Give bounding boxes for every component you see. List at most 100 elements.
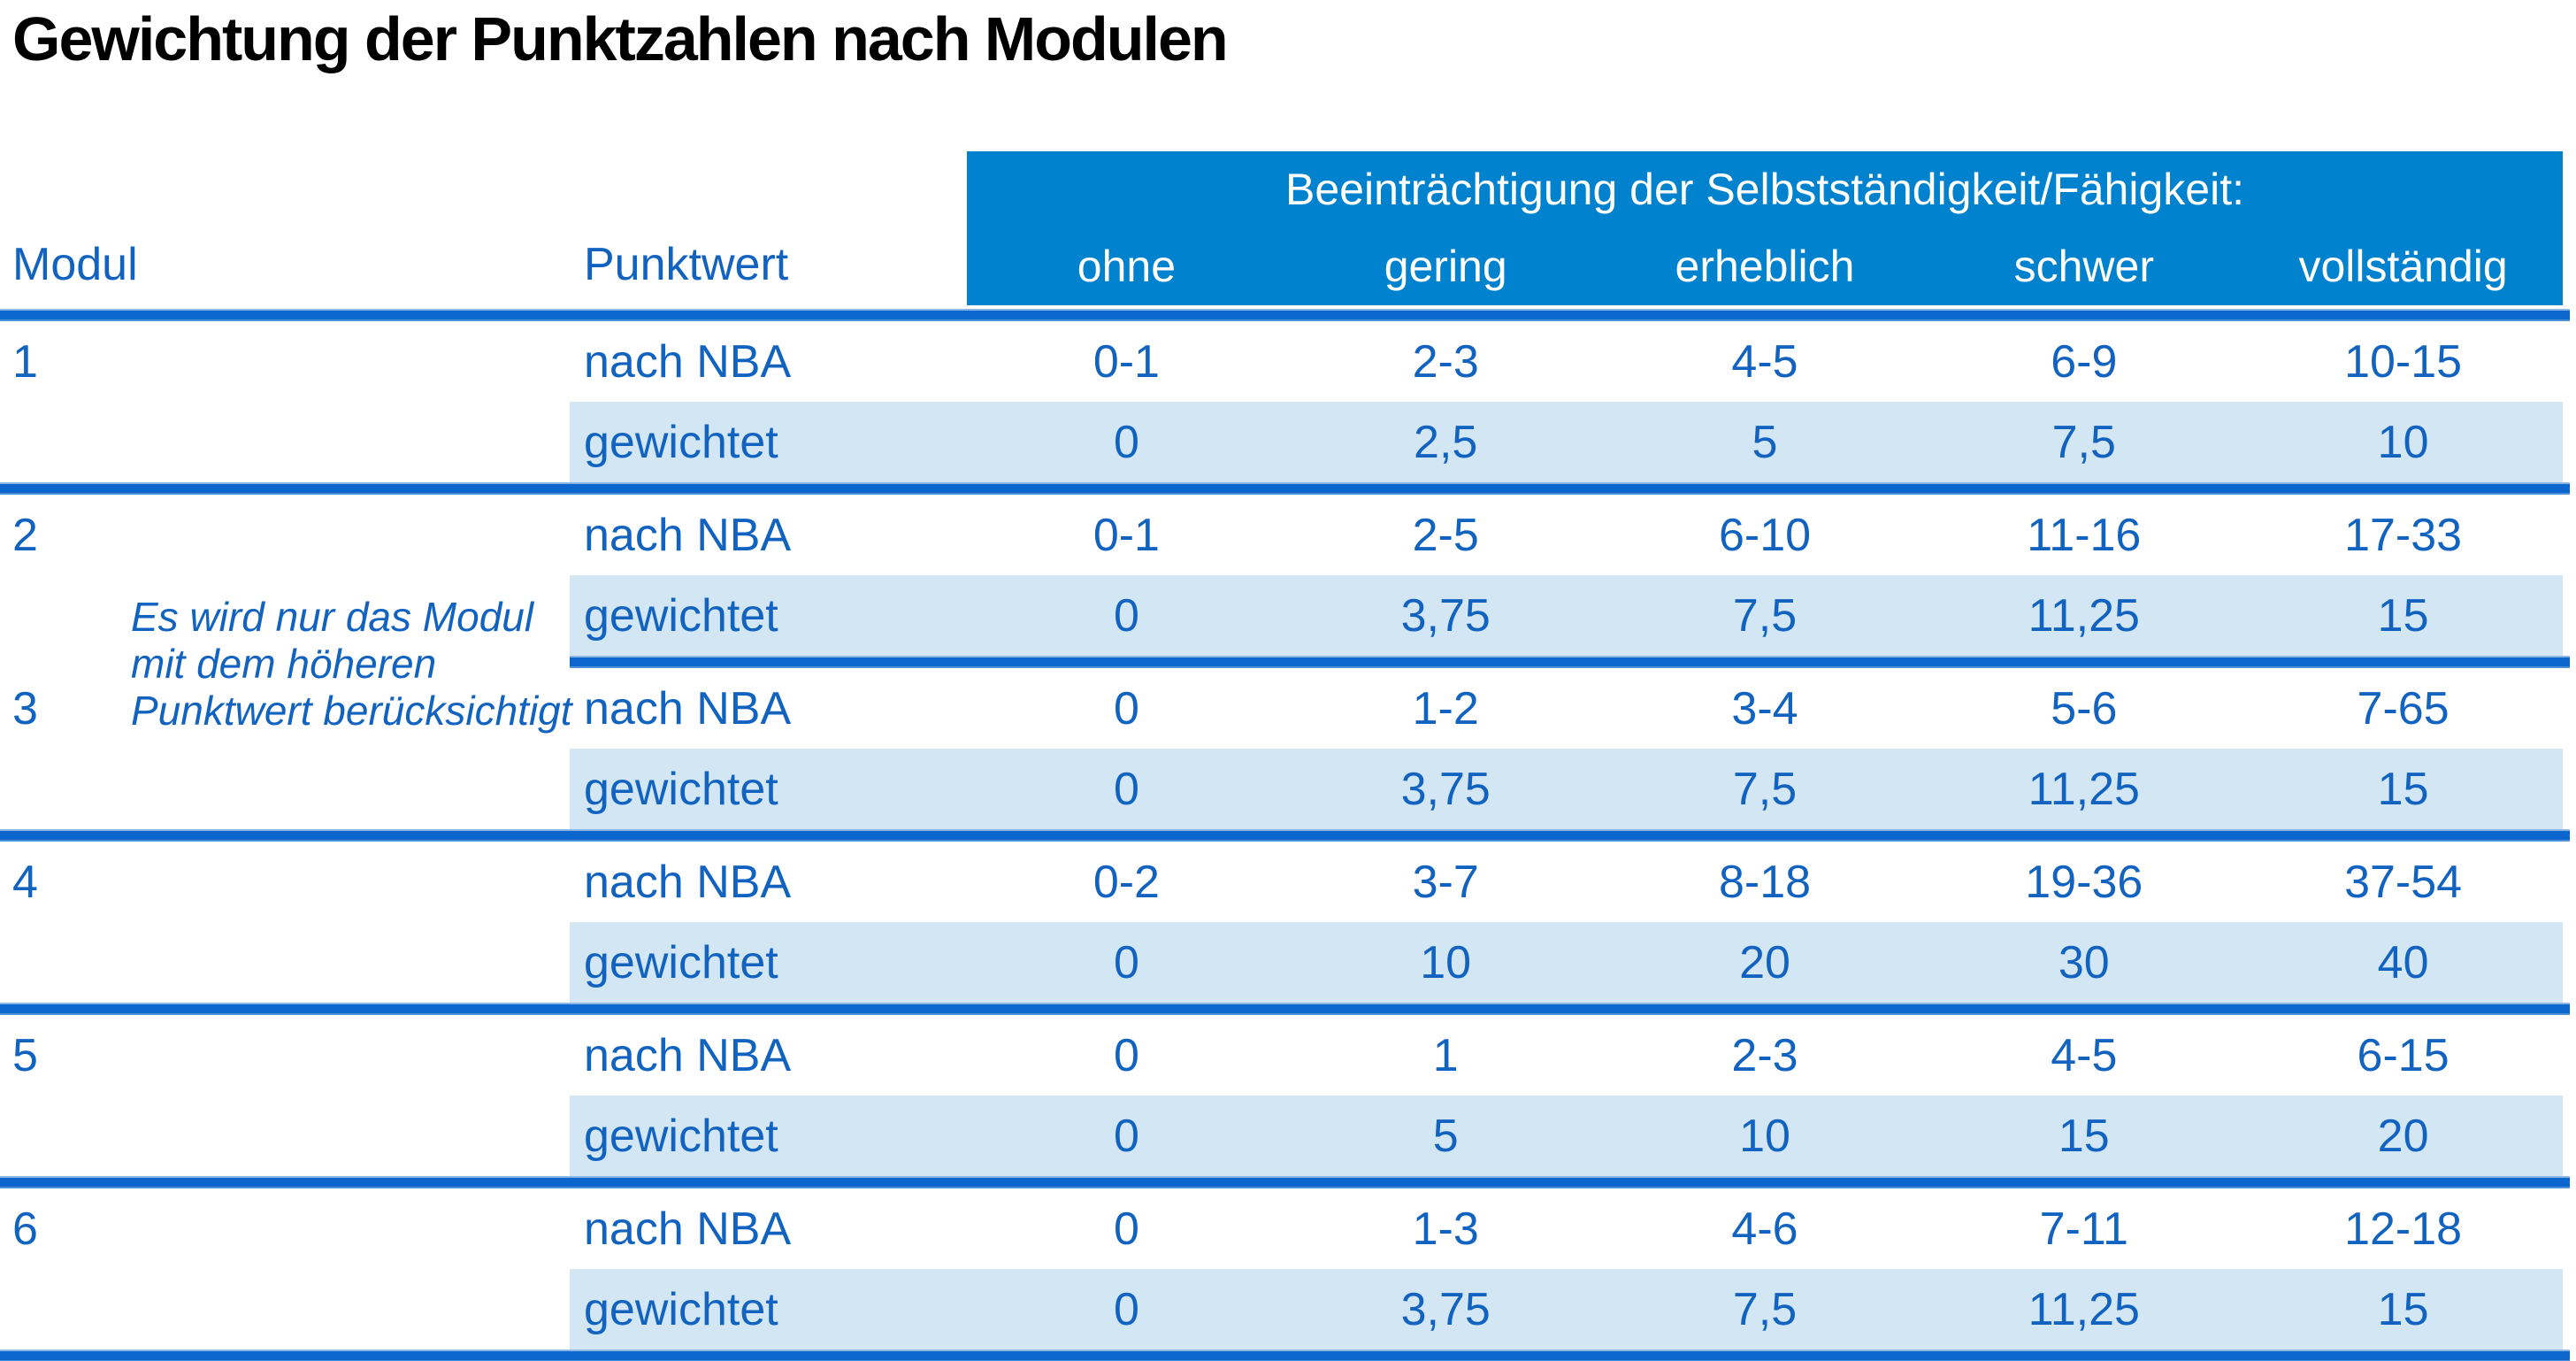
- value-cell: 7,5: [1605, 575, 1925, 656]
- row-label-cell: gewichtet: [570, 1096, 967, 1176]
- module-4-nba-row: 4 nach NBA 0-2 3-7 8-18 19-36 37-54: [0, 842, 2570, 922]
- value-cell: 0: [1113, 1029, 1139, 1081]
- row-label-weighted: gewichtet: [584, 936, 778, 988]
- row-label-cell: nach NBA: [570, 1188, 967, 1269]
- value-cell: 15: [2243, 749, 2563, 829]
- row-label-weighted: gewichtet: [584, 416, 778, 468]
- value-cell: 4-6: [1731, 1203, 1798, 1255]
- severity-label-erheblich: erheblich: [1675, 242, 1855, 291]
- value-cell: 20: [1605, 922, 1925, 1003]
- note-higher-module-only: Es wird nur das Modul mit dem höheren Pu…: [131, 594, 572, 734]
- modul-column-header-cell: Modul: [0, 151, 570, 305]
- value-cell: 1: [1432, 1029, 1459, 1081]
- value-cell: 7,5: [1924, 402, 2244, 482]
- value-cell: 11,25: [1924, 749, 2244, 829]
- module-number-cell: 4: [0, 842, 570, 922]
- punktwert-column-header-cell: Punktwert: [570, 151, 967, 305]
- value-cell: 0-1: [1092, 335, 1160, 388]
- value-cell: 10: [2243, 402, 2563, 482]
- value-cell: 12-18: [2344, 1203, 2463, 1255]
- severity-label-vollstaendig: vollständig: [2298, 242, 2508, 291]
- separator-header: [0, 309, 2570, 321]
- module-3-nba-row: 3 nach NBA 0 1-2 3-4 5-6 7-65: [0, 668, 2570, 749]
- page-title: Gewichtung der Punktzahlen nach Modulen: [12, 4, 1229, 73]
- module-number-cell: 5: [0, 1015, 570, 1096]
- row-label-cell: gewichtet: [570, 575, 967, 656]
- value-cell: 19-36: [2025, 856, 2143, 908]
- value-cell: 0: [967, 402, 1286, 482]
- value-cell: 0-1: [1092, 509, 1160, 561]
- module-2-nba-row: 2 nach NBA 0-1 2-5 6-10 11-16 17-33: [0, 495, 2570, 575]
- value-cell: 15: [2243, 575, 2563, 656]
- module-6-weighted-row: gewichtet 0 3,75 7,5 11,25 15: [0, 1269, 2570, 1349]
- module-3-weighted-row: gewichtet 0 3,75 7,5 11,25 15: [0, 749, 2570, 829]
- table-header-band: Modul Punktwert Beeinträchtigung der Sel…: [0, 151, 2570, 305]
- row-label-nba: nach NBA: [584, 682, 792, 734]
- value-cell: 20: [2243, 1096, 2563, 1176]
- value-cell: 0: [967, 1269, 1286, 1349]
- value-cell: 10: [1285, 922, 1606, 1003]
- row-label-nba: nach NBA: [584, 1029, 792, 1081]
- row-label-nba: nach NBA: [584, 856, 792, 908]
- value-cell: 10: [1605, 1096, 1925, 1176]
- impairment-header-title: Beeinträchtigung der Selbstständigkeit/F…: [1285, 165, 2244, 214]
- row-label-cell: gewichtet: [570, 1269, 967, 1349]
- value-cell: 5-6: [2051, 682, 2118, 734]
- value-cell: 17-33: [2344, 509, 2463, 561]
- row-label-nba: nach NBA: [584, 335, 792, 388]
- row-label-cell: nach NBA: [570, 321, 967, 402]
- module-1-weighted-row: gewichtet 0 2,5 5 7,5 10: [0, 402, 2570, 482]
- module-number: 1: [12, 335, 38, 388]
- severity-label-schwer: schwer: [2013, 242, 2154, 291]
- separator-partial: [570, 656, 2570, 668]
- empty-cell: [0, 749, 570, 829]
- module-2-weighted-row: gewichtet 0 3,75 7,5 11,25 15: [0, 575, 2570, 656]
- module-number-cell: 1: [0, 321, 570, 402]
- value-cell: 30: [1924, 922, 2244, 1003]
- value-cell: 0: [1113, 682, 1139, 734]
- value-cell: 2-5: [1412, 509, 1479, 561]
- value-cell: 8-18: [1718, 856, 1812, 908]
- row-label-weighted: gewichtet: [584, 763, 778, 815]
- value-cell: 0: [967, 749, 1286, 829]
- value-cell: 7,5: [1605, 1269, 1925, 1349]
- value-cell: 5: [1605, 402, 1925, 482]
- value-cell: 37-54: [2344, 856, 2463, 908]
- row-label-cell: gewichtet: [570, 749, 967, 829]
- value-cell: 7,5: [1605, 749, 1925, 829]
- value-cell: 7-65: [2357, 682, 2450, 734]
- separator: [0, 1176, 2570, 1188]
- module-number: 5: [12, 1029, 38, 1081]
- empty-cell: [0, 1269, 570, 1349]
- module-number-cell: 6: [0, 1188, 570, 1269]
- module-4-weighted-row: gewichtet 0 10 20 30 40: [0, 922, 2570, 1003]
- module-1-nba-row: 1 nach NBA 0-1 2-3 4-5 6-9 10-15: [0, 321, 2570, 402]
- row-label-cell: nach NBA: [570, 668, 967, 749]
- note-line: Punktwert berücksichtigt: [131, 688, 572, 734]
- value-cell: 0-2: [1092, 856, 1160, 908]
- separator-bottom: [0, 1349, 2570, 1361]
- empty-cell: [0, 922, 570, 1003]
- value-cell: 6-15: [2357, 1029, 2450, 1081]
- severity-label-gering: gering: [1384, 242, 1507, 291]
- value-cell: 0: [967, 922, 1286, 1003]
- value-cell: 2-3: [1412, 335, 1479, 388]
- value-cell: 4-5: [2051, 1029, 2118, 1081]
- note-line: Es wird nur das Modul: [131, 594, 534, 640]
- value-cell: 0: [967, 1096, 1286, 1176]
- value-cell: 6-9: [2051, 335, 2118, 388]
- module-number: 4: [12, 856, 38, 908]
- row-label-cell: gewichtet: [570, 402, 967, 482]
- value-cell: 2,5: [1285, 402, 1606, 482]
- value-cell: 3-4: [1731, 682, 1798, 734]
- value-cell: 4-5: [1731, 335, 1798, 388]
- impairment-header-block: Beeinträchtigung der Selbstständigkeit/F…: [967, 151, 2563, 305]
- row-label-nba: nach NBA: [584, 509, 792, 561]
- value-cell: 11-16: [2027, 509, 2142, 561]
- module-number: 6: [12, 1203, 38, 1255]
- value-cell: 15: [1924, 1096, 2244, 1176]
- module-5-nba-row: 5 nach NBA 0 1 2-3 4-5 6-15: [0, 1015, 2570, 1096]
- value-cell: 6-10: [1718, 509, 1812, 561]
- row-label-cell: gewichtet: [570, 922, 967, 1003]
- row-label-nba: nach NBA: [584, 1203, 792, 1255]
